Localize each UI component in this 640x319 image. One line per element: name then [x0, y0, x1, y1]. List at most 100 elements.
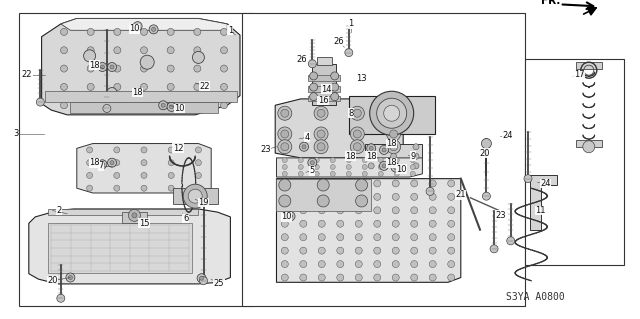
Circle shape: [394, 158, 399, 163]
Circle shape: [167, 65, 174, 72]
Circle shape: [140, 55, 154, 69]
Polygon shape: [48, 223, 192, 273]
Circle shape: [141, 147, 147, 153]
Circle shape: [282, 247, 288, 254]
Circle shape: [310, 83, 317, 91]
Circle shape: [141, 185, 147, 191]
Circle shape: [221, 65, 227, 72]
Circle shape: [197, 274, 206, 283]
Text: 11: 11: [536, 206, 546, 215]
Circle shape: [394, 171, 399, 176]
Circle shape: [411, 193, 418, 200]
Circle shape: [380, 161, 388, 170]
Text: 2: 2: [56, 206, 61, 215]
Text: 16: 16: [318, 96, 328, 105]
Circle shape: [278, 140, 292, 154]
Circle shape: [114, 185, 120, 191]
Circle shape: [310, 72, 317, 80]
Circle shape: [382, 164, 386, 168]
Circle shape: [221, 84, 227, 90]
Circle shape: [149, 25, 158, 34]
Circle shape: [318, 193, 325, 200]
Circle shape: [392, 220, 399, 227]
Circle shape: [429, 220, 436, 227]
Circle shape: [387, 140, 401, 154]
Circle shape: [183, 184, 207, 208]
Circle shape: [429, 180, 436, 187]
Circle shape: [382, 148, 386, 152]
Text: 6: 6: [183, 214, 188, 223]
Text: 21: 21: [456, 190, 466, 199]
Circle shape: [318, 220, 325, 227]
Text: 26: 26: [297, 55, 307, 63]
Circle shape: [378, 165, 383, 169]
Circle shape: [392, 274, 399, 281]
Circle shape: [221, 102, 227, 109]
Circle shape: [448, 220, 454, 227]
Circle shape: [331, 72, 339, 80]
Circle shape: [362, 165, 367, 169]
Polygon shape: [70, 102, 218, 113]
Circle shape: [168, 160, 174, 166]
Polygon shape: [530, 175, 557, 230]
Circle shape: [378, 158, 383, 163]
Circle shape: [86, 173, 93, 178]
Text: 26: 26: [334, 37, 344, 46]
Circle shape: [195, 160, 202, 166]
Polygon shape: [308, 96, 340, 101]
Circle shape: [390, 163, 397, 169]
Text: 10: 10: [174, 104, 184, 113]
Text: 10: 10: [282, 212, 292, 221]
Circle shape: [413, 153, 419, 159]
Text: 9: 9: [410, 152, 415, 161]
Circle shape: [98, 63, 107, 71]
Circle shape: [392, 193, 399, 200]
Circle shape: [129, 209, 140, 221]
Circle shape: [374, 180, 381, 187]
Circle shape: [355, 180, 362, 187]
Circle shape: [61, 84, 67, 90]
Circle shape: [524, 174, 532, 183]
Circle shape: [200, 276, 204, 280]
Circle shape: [370, 91, 413, 135]
Circle shape: [369, 146, 373, 150]
Circle shape: [394, 165, 399, 169]
Polygon shape: [349, 96, 435, 134]
Circle shape: [390, 143, 397, 151]
Circle shape: [330, 158, 335, 163]
Circle shape: [384, 105, 399, 121]
Circle shape: [57, 294, 65, 302]
Circle shape: [86, 185, 93, 191]
Polygon shape: [173, 188, 218, 204]
Circle shape: [282, 274, 288, 281]
Circle shape: [391, 163, 400, 172]
Circle shape: [298, 158, 303, 163]
Circle shape: [355, 220, 362, 227]
Circle shape: [308, 60, 316, 68]
Circle shape: [429, 193, 436, 200]
Circle shape: [110, 65, 114, 69]
Circle shape: [448, 207, 454, 214]
Circle shape: [279, 179, 291, 191]
Circle shape: [282, 158, 287, 163]
Circle shape: [167, 47, 174, 54]
Circle shape: [507, 237, 515, 245]
Circle shape: [448, 261, 454, 268]
Circle shape: [355, 274, 362, 281]
Circle shape: [298, 171, 303, 176]
Circle shape: [114, 65, 121, 72]
Circle shape: [167, 28, 174, 35]
Circle shape: [68, 276, 72, 279]
Circle shape: [281, 130, 289, 138]
Text: 1: 1: [348, 19, 353, 28]
Polygon shape: [308, 75, 340, 81]
Polygon shape: [276, 158, 422, 177]
Circle shape: [374, 193, 381, 200]
Circle shape: [194, 84, 201, 90]
Circle shape: [448, 180, 454, 187]
Polygon shape: [45, 91, 237, 102]
Circle shape: [136, 24, 140, 28]
Circle shape: [362, 171, 367, 176]
Circle shape: [141, 65, 147, 72]
Circle shape: [356, 179, 367, 191]
